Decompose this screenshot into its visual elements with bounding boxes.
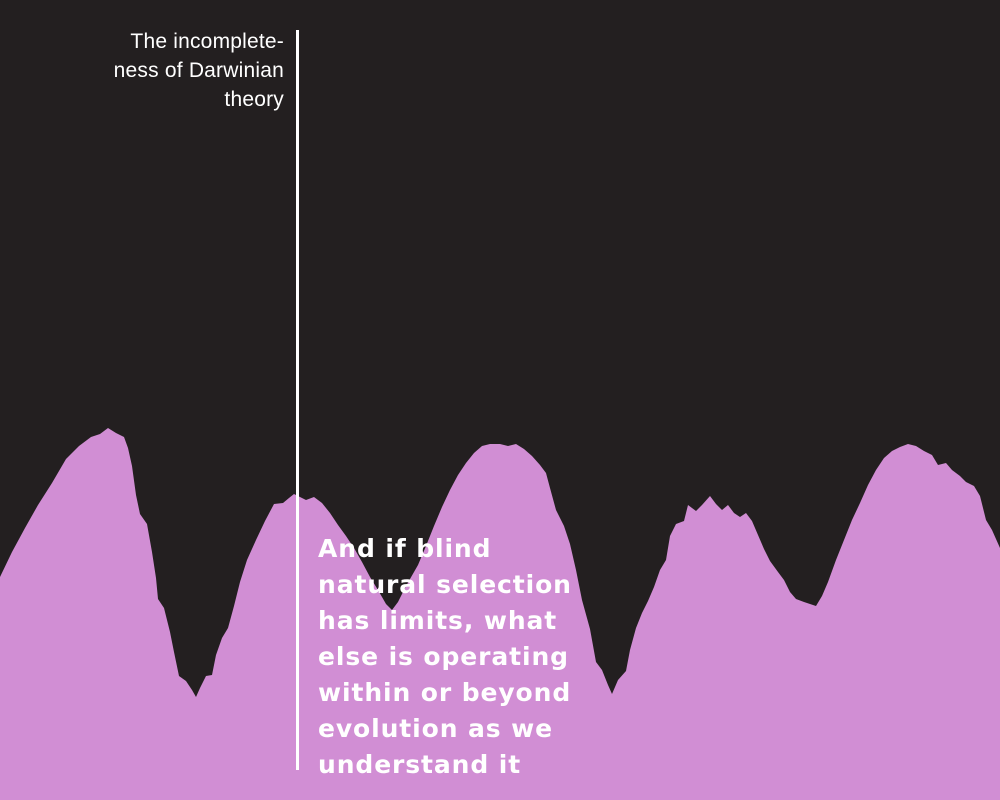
section-label: The incomplete- ness of Darwinian theory [113, 30, 284, 111]
vertical-divider-line [296, 30, 299, 770]
pull-quote: And if blind natural selection has limit… [318, 534, 572, 779]
